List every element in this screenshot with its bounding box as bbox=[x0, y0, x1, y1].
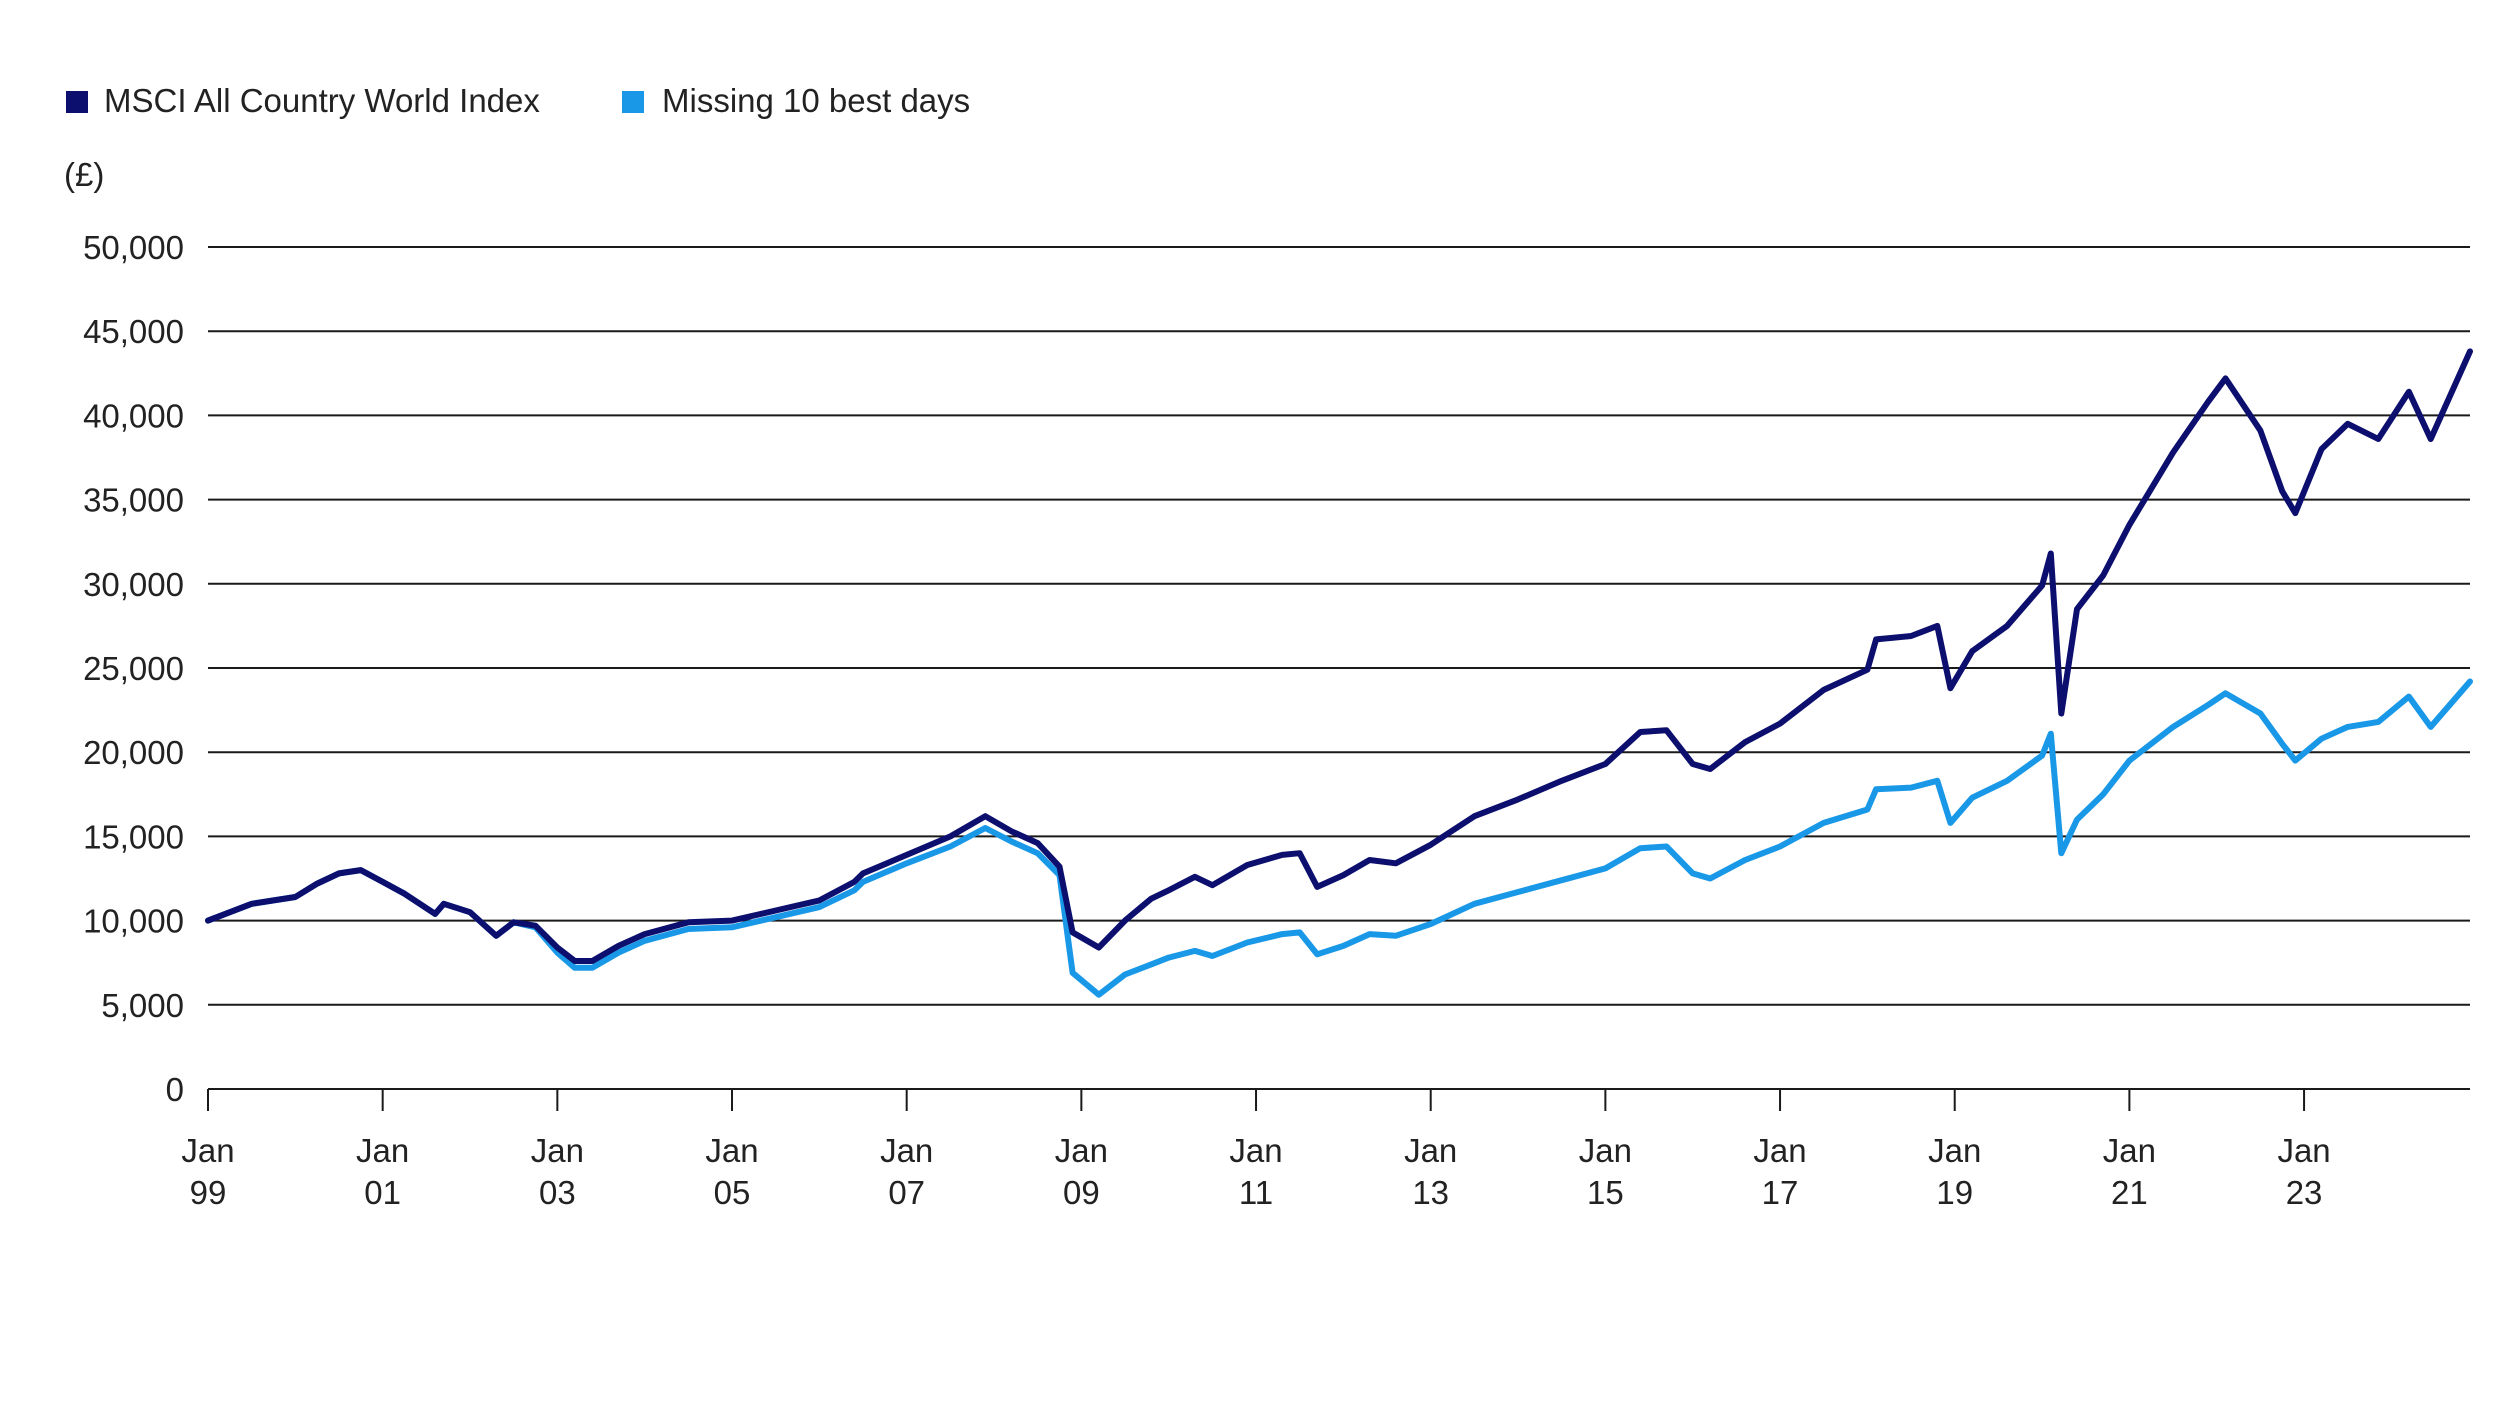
series-line-msci bbox=[205, 348, 2473, 964]
gridlines bbox=[208, 246, 2470, 1090]
x-tick-label-month: Jan bbox=[705, 1132, 758, 1169]
y-tick-label: 20,000 bbox=[83, 734, 184, 771]
y-tick-label: 0 bbox=[166, 1071, 184, 1108]
x-tick-label-month: Jan bbox=[1229, 1132, 1282, 1169]
y-tick-label: 15,000 bbox=[83, 818, 184, 855]
x-tick-label-month: Jan bbox=[1753, 1132, 1806, 1169]
y-tick-label: 5,000 bbox=[101, 987, 184, 1024]
y-tick-label: 10,000 bbox=[83, 903, 184, 940]
x-tick-label-year: 09 bbox=[1063, 1174, 1100, 1211]
x-tick-label-month: Jan bbox=[356, 1132, 409, 1169]
y-axis-tick-labels: 0 5,000 10,000 15,000 20,000 25,000 30,000 35,0… bbox=[83, 229, 184, 1108]
x-tick-label-year: 19 bbox=[1936, 1174, 1973, 1211]
x-tick-label-year: 15 bbox=[1587, 1174, 1624, 1211]
x-tick-label-year: 05 bbox=[714, 1174, 751, 1211]
x-tick-label-month: Jan bbox=[181, 1132, 234, 1169]
legend-swatch-msci bbox=[66, 91, 88, 113]
x-tick-label-month: Jan bbox=[2103, 1132, 2156, 1169]
x-axis: Jan 99 Jan 01 Jan 03 Jan 05 Jan 07 Jan 09 Jan 11 Jan 13… bbox=[181, 1089, 2331, 1211]
x-tick-label-year: 01 bbox=[364, 1174, 401, 1211]
y-tick-label: 35,000 bbox=[83, 482, 184, 519]
x-tick-label-year: 21 bbox=[2111, 1174, 2148, 1211]
x-tick-label-month: Jan bbox=[531, 1132, 584, 1169]
y-tick-label: 30,000 bbox=[83, 566, 184, 603]
series-line-missing-10-best-days bbox=[205, 678, 2473, 998]
x-tick-label-month: Jan bbox=[1579, 1132, 1632, 1169]
x-tick-label-year: 13 bbox=[1412, 1174, 1449, 1211]
legend-swatch-missing-10-best-days bbox=[622, 91, 644, 113]
x-tick-label-year: 23 bbox=[2286, 1174, 2323, 1211]
series-lines bbox=[205, 348, 2473, 998]
legend-label-missing-10-best-days: Missing 10 best days bbox=[662, 82, 970, 119]
x-tick-label-year: 99 bbox=[190, 1174, 227, 1211]
x-tick-label-year: 03 bbox=[539, 1174, 576, 1211]
y-axis-unit-label: (£) bbox=[64, 156, 104, 193]
x-tick-label-year: 17 bbox=[1762, 1174, 1799, 1211]
x-tick-label-year: 11 bbox=[1239, 1174, 1273, 1211]
x-tick-label-month: Jan bbox=[1928, 1132, 1981, 1169]
y-tick-label: 25,000 bbox=[83, 650, 184, 687]
y-tick-label: 50,000 bbox=[83, 229, 184, 266]
x-tick-label-month: Jan bbox=[880, 1132, 933, 1169]
x-tick-label-month: Jan bbox=[1055, 1132, 1108, 1169]
x-tick-label-month: Jan bbox=[1404, 1132, 1457, 1169]
y-tick-label: 40,000 bbox=[83, 397, 184, 434]
legend-label-msci: MSCI All Country World Index bbox=[104, 82, 540, 119]
x-tick-label-year: 07 bbox=[888, 1174, 925, 1211]
legend: MSCI All Country World Index Missing 10 … bbox=[66, 82, 970, 119]
x-tick-label-month: Jan bbox=[2277, 1132, 2330, 1169]
y-tick-label: 45,000 bbox=[83, 313, 184, 350]
